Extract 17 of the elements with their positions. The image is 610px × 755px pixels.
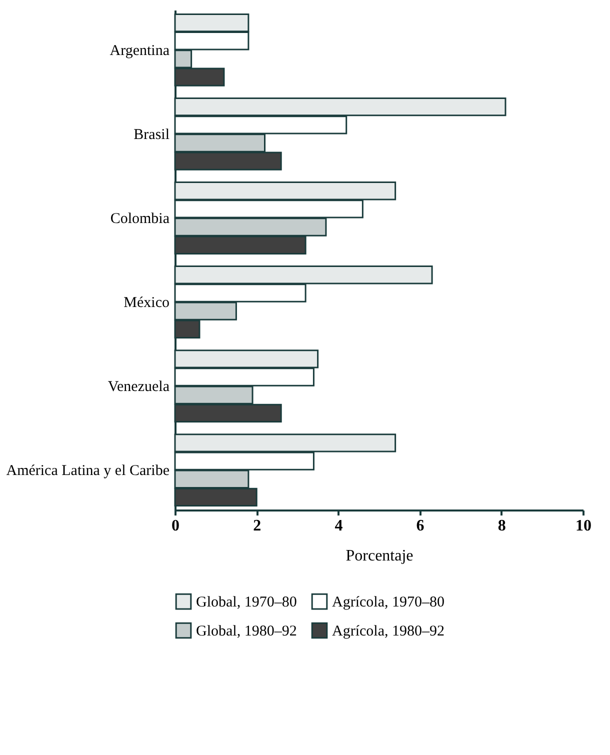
y-tick-label: Venezuela (108, 379, 170, 396)
x-tick-label: 10 (576, 518, 592, 534)
x-tick-label: 2 (253, 518, 262, 534)
x-axis-title: Porcentaje (346, 548, 414, 564)
x-tick-label: 4 (334, 518, 343, 534)
legend-label: Global, 1980–92 (196, 624, 297, 640)
y-tick-label: Brasil (134, 126, 170, 143)
y-tick-label: Argentina (110, 42, 170, 59)
x-tick-label: 6 (416, 518, 424, 534)
y-tick-label: Colombia (110, 210, 170, 227)
y-tick-label: América Latina y el Caribe (6, 463, 170, 480)
x-tick-label: 8 (498, 518, 506, 534)
y-tick-label: México (124, 295, 170, 312)
legend-label: Agrícola, 1970–80 (332, 594, 444, 611)
legend-label: Agrícola, 1980–92 (332, 624, 444, 640)
x-tick-label: 0 (172, 518, 180, 534)
legend-label: Global, 1970–80 (196, 594, 297, 611)
